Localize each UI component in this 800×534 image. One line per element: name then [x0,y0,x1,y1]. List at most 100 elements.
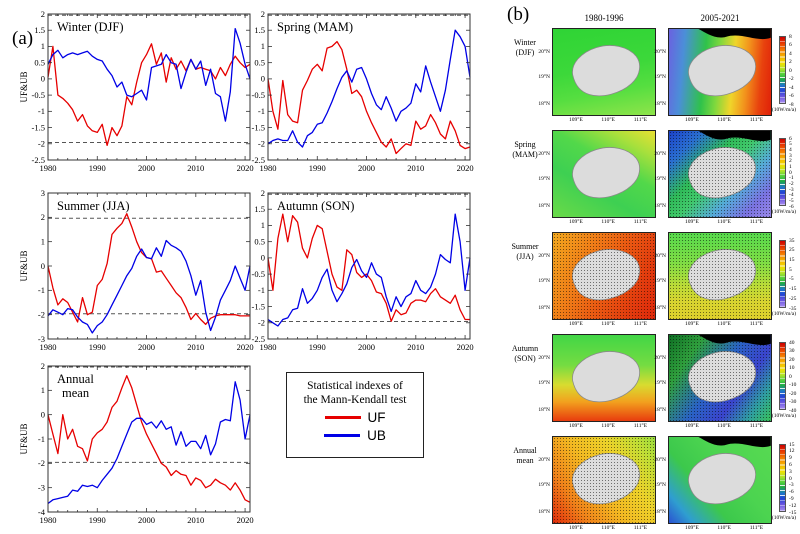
y-tick-label: -2 [38,139,45,149]
map-y-tick-label: 20°N [538,48,550,55]
island-shape [688,249,756,301]
x-tick-label: 2000 [138,342,155,352]
colorbar-tick-label: 6 [789,135,792,142]
y-tick-label: 2 [41,212,45,222]
y-tick-label: -1.5 [252,301,265,311]
y-tick-label: -2.5 [252,334,265,344]
map-x-tick-label: 110°E [717,423,731,429]
y-tick-label: 1 [261,41,265,51]
x-tick-label: 2000 [138,515,155,525]
x-tick-label: 2000 [358,163,375,173]
colorbar-spring [779,138,786,206]
y-tick-label: -2 [258,318,265,328]
y-tick-label: 1 [41,236,45,246]
map-y-tick-label: 20°N [538,150,550,157]
island-shape [572,351,640,403]
map-y-tick-label: 19°N [538,74,550,81]
map-y-tick-label: 19°N [654,176,666,183]
colorbar-tick-label: 8 [789,33,792,40]
hainan-island-map [572,249,640,301]
map-y-tick-label: 20°N [654,456,666,463]
chart-autumn-son: 1980 1990 2000 2010 2020 2 1.5 1 0.5 0 -0.5 -1 -1.5 -… [252,188,474,352]
map-x-tick-label: 110°E [601,117,615,123]
map-summer-2005-2021 [668,232,772,320]
map-x-tick-label: 109°E [569,525,583,531]
colorbar-tick-label: 6 [789,461,792,468]
y-tick-label: 0.5 [34,57,45,67]
colorbar-tick-label: -15 [789,286,797,293]
map-x-tick-label: 111°E [633,423,648,429]
colorbar-autumn [779,342,786,410]
hainan-island-map [572,45,640,97]
plot-frame [267,13,471,161]
map-x-tick-label: 111°E [633,321,648,327]
chart-spring-mam: 1980 1990 2000 2010 2020 2 1.5 1 0.5 0 -0.5 -1 -1.5 -… [252,9,474,173]
map-y-tick-label: 18°N [654,100,666,107]
map-y-tick-label: 20°N [538,252,550,259]
y-tick-label: 3 [41,188,45,198]
column-header-2005-2021: 2005-2021 [700,13,740,23]
y-tick-label: -1 [38,106,45,116]
y-tick-label: 1 [261,220,265,230]
y-tick-label: 0.5 [254,57,265,67]
legend-item-uf: UF [287,410,423,425]
map-x-tick-label: 111°E [749,525,764,531]
colorbar-tick-label: 0 [789,373,792,380]
chart-title: Spring (MAM) [277,20,353,34]
y-tick-label: 0.5 [254,236,265,246]
row-label-season: Winter [514,38,536,47]
x-tick-label: 2020 [237,515,254,525]
island-shape [688,147,756,199]
row-label-season: Spring [514,140,536,149]
y-tick-label: 1 [41,41,45,51]
row-label-months: (DJF) [515,48,535,57]
colorbar-tick-label: -9 [789,495,794,502]
y-tick-label: 1.5 [254,204,265,214]
map-x-tick-label: 110°E [717,219,731,225]
colorbar-tick-label: 15 [789,256,795,263]
colorbar-tick-label: 35 [789,237,795,244]
x-tick-label: 2010 [187,163,204,173]
series-uf-autumn-son [267,213,470,322]
colorbar-tick-label: -35 [789,305,797,312]
colorbar-tick-label: 30 [789,348,795,354]
colorbar-tick-label: 4 [789,50,792,57]
y-tick-label: -2 [38,309,45,319]
colorbar-tick-label: 0 [789,475,792,482]
chart-title: Winter (DJF) [57,20,124,34]
colorbar-tick-label: -3 [789,482,794,489]
map-winter-2005-2021 [668,28,772,116]
map-autumn-2005-2021 [668,334,772,422]
map-y-tick-label: 19°N [538,380,550,387]
map-x-tick-label: 109°E [685,321,699,327]
map-x-tick-label: 110°E [601,525,615,531]
colorbar-tick-label: -6 [789,93,794,99]
map-annual-2005-2021 [668,436,772,524]
colorbar-tick-label: -3 [789,186,794,193]
hainan-island-map [688,437,771,505]
colorbar-tick-label: 15 [789,441,795,448]
map-y-tick-label: 19°N [654,380,666,387]
map-y-tick-label: 19°N [538,278,550,285]
y-tick-label: -0.5 [32,90,45,100]
y-tick-label: 1.5 [34,25,45,35]
map-y-tick-label: 19°N [654,74,666,81]
map-x-tick-label: 110°E [717,525,731,531]
island-shape [688,45,756,97]
x-tick-label: 2020 [237,163,254,173]
uf-label: UF [367,410,386,425]
map-y-tick-label: 18°N [538,100,550,107]
map-y-tick-label: 18°N [538,406,550,413]
colorbar-tick-label: 4 [789,146,792,153]
map-autumn-1980-1996 [552,334,656,422]
colorbar-tick-label: -6 [789,203,794,210]
map-x-tick-label: 111°E [633,219,648,225]
y-tick-label: -0.5 [252,269,265,279]
hainan-island-map [688,131,771,199]
row-label-winter: Winter (DJF) [502,38,548,58]
y-tick-label: -2 [38,458,45,468]
x-tick-label: 2020 [237,342,254,352]
x-tick-label: 1980 [260,342,277,352]
chart-title: Summer (JJA) [57,199,130,213]
